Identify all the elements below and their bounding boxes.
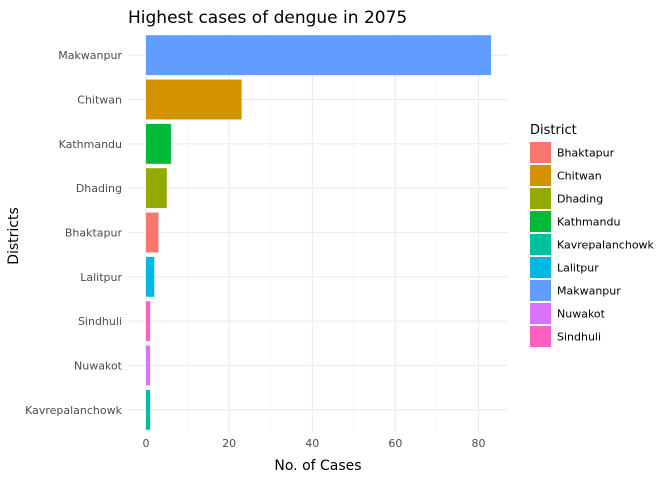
x-tick-label: 80	[472, 437, 486, 450]
legend-label: Kavrepalanchowk	[557, 239, 655, 252]
legend-label: Lalitpur	[557, 262, 599, 275]
bar-bhaktapur	[146, 212, 159, 253]
legend-key-chitwan	[530, 165, 551, 186]
y-tick-label: Bhaktapur	[65, 227, 123, 240]
legend-label: Chitwan	[557, 170, 602, 183]
chart-title: Highest cases of dengue in 2075	[128, 8, 407, 28]
x-axis-title: No. of Cases	[274, 458, 361, 474]
legend-key-nuwakot	[530, 303, 551, 324]
x-tick-labels: 0 20 40 60 80	[143, 437, 486, 450]
legend: District Bhaktapur Chitwan Dhading Kathmand…	[530, 123, 655, 347]
legend-title: District	[530, 123, 577, 138]
legend-label: Dhading	[557, 193, 603, 206]
y-tick-label: Chitwan	[77, 94, 122, 107]
legend-key-bhaktapur	[530, 142, 551, 163]
y-tick-label: Nuwakot	[74, 360, 123, 373]
legend-key-dhading	[530, 188, 551, 209]
legend-label: Bhaktapur	[557, 147, 615, 160]
bar-dhading	[146, 168, 167, 209]
legend-label: Sindhuli	[557, 331, 601, 344]
y-tick-label: Dhading	[76, 182, 122, 195]
legend-key-lalitpur	[530, 257, 551, 278]
y-tick-label: Kathmandu	[59, 138, 122, 151]
bar-sindhuli	[146, 301, 151, 342]
bar-chitwan	[146, 79, 242, 120]
legend-label: Nuwakot	[557, 308, 606, 321]
bar-nuwakot	[146, 345, 151, 386]
y-tick-label: Sindhuli	[78, 315, 122, 328]
y-axis-title: Districts	[6, 207, 22, 265]
x-tick-label: 0	[143, 437, 150, 450]
legend-key-kathmandu	[530, 211, 551, 232]
y-tick-label: Makwanpur	[58, 49, 122, 62]
bar-kathmandu	[146, 123, 171, 164]
y-tick-label: Kavrepalanchowk	[25, 404, 123, 417]
bar-lalitpur	[146, 256, 155, 297]
x-tick-label: 20	[222, 437, 236, 450]
legend-key-makwanpur	[530, 280, 551, 301]
y-tick-labels: Makwanpur Chitwan Kathmandu Dhading Bhaktapu…	[25, 49, 123, 417]
y-tick-label: Lalitpur	[80, 271, 122, 284]
x-tick-label: 60	[388, 437, 402, 450]
bar-makwanpur	[146, 35, 491, 76]
legend-label: Makwanpur	[557, 285, 621, 298]
legend-key-sindhuli	[530, 326, 551, 347]
x-tick-label: 40	[305, 437, 319, 450]
bars	[146, 35, 491, 430]
legend-key-kavrepalanchowk	[530, 234, 551, 255]
bar-kavrepalanchowk	[146, 389, 151, 430]
legend-label: Kathmandu	[557, 216, 620, 229]
